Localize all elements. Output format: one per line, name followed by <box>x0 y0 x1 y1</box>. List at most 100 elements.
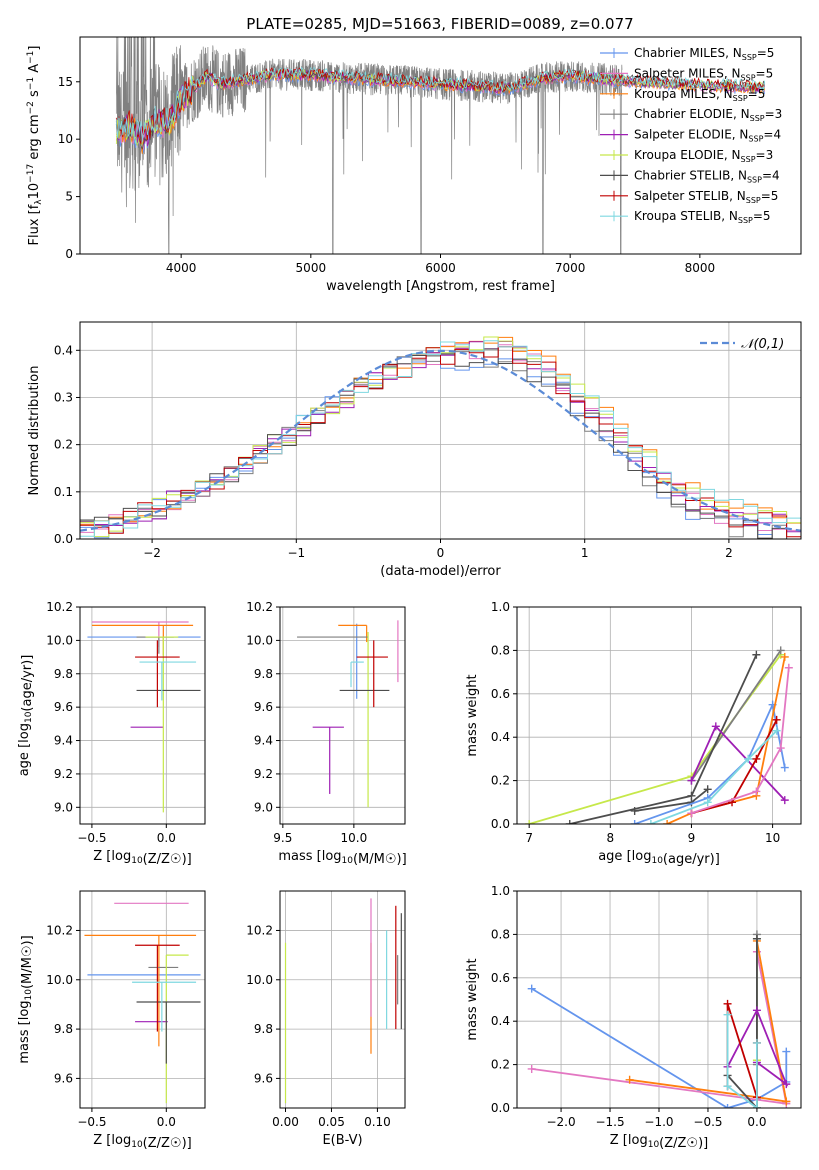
x-tick-label: 0.10 <box>364 1115 391 1129</box>
mass-weight-line <box>691 667 790 814</box>
x-tick-label: 0.00 <box>272 1115 299 1129</box>
mass-weight-line <box>629 940 788 1103</box>
x-tick-label: −2.0 <box>546 1115 575 1129</box>
legend-text: Salpeter MILES, N <box>634 66 741 80</box>
x-tick-label: 9.5 <box>273 831 292 845</box>
data-point-marker <box>527 1064 536 1073</box>
legend-sub: SSP <box>750 114 765 123</box>
x-tick-label: 9 <box>688 831 696 845</box>
mass-weight-line <box>726 1008 789 1087</box>
data-point-marker <box>703 798 712 807</box>
model-spectrum-line <box>115 68 765 150</box>
x-tick-label: −0.5 <box>693 1115 722 1129</box>
y-tick-label: 9.6 <box>254 700 273 714</box>
axes-frame <box>516 606 802 825</box>
label-sub: 10 <box>131 856 143 866</box>
label-part: log <box>111 849 131 864</box>
legend-text: Chabrier ELODIE, N <box>634 107 750 121</box>
y-tick-label: 0.0 <box>491 1101 510 1115</box>
y-tick-label: 5 <box>65 190 73 204</box>
x-tick-label: 0.0 <box>157 1115 176 1129</box>
data-point-marker <box>776 744 785 753</box>
x-tick-label: 1 <box>581 546 589 560</box>
label-part: Z [ <box>93 849 111 864</box>
label-part: erg cm <box>27 114 42 163</box>
label-part: mass [ <box>17 1020 32 1063</box>
y-tick-label: 10.2 <box>46 600 73 614</box>
legend-label: Chabrier MILES, NSSP=5 <box>634 46 774 62</box>
x-tick-label: 0.0 <box>157 831 176 845</box>
label-part: mass [ <box>278 849 321 864</box>
x-tick-label: 4000 <box>166 261 197 275</box>
legend-label: Salpeter MILES, NSSP=5 <box>634 66 773 82</box>
legend-text: Salpeter STELIB, N <box>634 189 746 203</box>
label-part: (age/yr)] <box>663 852 720 867</box>
extinction-mass-panel: 0.00 0.05 0.10 9.6 9.8 10.0 10.2 E(B-V) <box>246 890 406 1148</box>
y-tick-label: 9.4 <box>54 734 73 748</box>
x-tick-label: −0.5 <box>77 1115 106 1129</box>
data-point-marker <box>687 776 696 785</box>
label-part: log <box>111 1133 131 1148</box>
y-tick-label: 0.4 <box>491 730 510 744</box>
x-axis-label: (data-model)/error <box>380 564 501 579</box>
y-axis-label: Flux [fλ10−17 erg cm−2 s−1 A−1] <box>26 46 44 246</box>
mass-weight-line <box>691 719 778 814</box>
data-point-marker <box>752 787 761 796</box>
x-tick-label: 7 <box>525 831 533 845</box>
y-tick-label: 0.4 <box>491 1014 510 1028</box>
plot-area <box>84 902 201 1104</box>
legend-sub: SSP <box>733 94 748 103</box>
y-tick-label: 10 <box>58 132 73 146</box>
data-point-marker <box>630 820 639 824</box>
model-spectrum-line <box>115 66 766 145</box>
y-axis-label: mass weight <box>465 958 480 1040</box>
y-tick-label: 1.0 <box>491 884 510 898</box>
data-point-marker <box>723 1082 732 1091</box>
data-point-marker <box>630 806 639 815</box>
label-part: log <box>17 1000 32 1020</box>
y-tick-label: 10.2 <box>46 923 73 937</box>
data-point-marker <box>780 763 789 772</box>
label-sub: 10 <box>651 856 663 866</box>
y-tick-label: 9.8 <box>254 1022 273 1036</box>
mass-weight-line <box>531 951 788 1105</box>
legend-text: Kroupa STELIB, N <box>634 209 738 223</box>
data-point-marker <box>752 1104 761 1108</box>
label-part: ] <box>27 46 42 51</box>
y-tick-label: 9.0 <box>54 800 73 814</box>
x-tick-label: 2 <box>725 546 733 560</box>
normal-distribution-curve <box>80 349 801 532</box>
y-tick-label: 9.8 <box>54 1022 73 1036</box>
metallicity-age-panel: −0.5 0.09.09.29.49.69.810.010.2Z [log10(Z… <box>17 600 206 867</box>
y-axis-label: age [log10(age/yr)] <box>17 655 35 777</box>
label-part: 10 <box>27 183 42 200</box>
y-tick-label: 10.2 <box>246 923 273 937</box>
plot-area <box>80 336 801 539</box>
data-point-marker <box>711 722 720 731</box>
y-tick-label: 10.0 <box>246 973 273 987</box>
y-tick-label: 9.6 <box>54 700 73 714</box>
histogram-step <box>80 340 801 537</box>
y-tick-label: 10.0 <box>246 633 273 647</box>
x-tick-label: −1.5 <box>595 1115 624 1129</box>
legend-label: Chabrier STELIB, NSSP=4 <box>634 168 780 184</box>
x-tick-label: 0 <box>437 546 445 560</box>
y-tick-label: 0.6 <box>491 971 510 985</box>
data-point-marker <box>703 785 712 794</box>
data-point-marker <box>782 1047 791 1056</box>
legend-label: Salpeter ELODIE, NSSP=4 <box>634 128 781 144</box>
legend-label: Kroupa STELIB, NSSP=5 <box>634 209 771 225</box>
label-part: log <box>628 1133 648 1148</box>
legend-sub: SSP <box>742 53 757 62</box>
data-point-marker <box>525 820 534 824</box>
data-point-marker <box>782 1080 791 1089</box>
data-point-marker <box>772 726 781 735</box>
legend-text: Chabrier STELIB, N <box>634 168 747 182</box>
label-sub: 10 <box>131 1140 143 1150</box>
legend-sub: SSP <box>741 73 756 82</box>
y-tick-label: 9.6 <box>54 1071 73 1085</box>
data-point-marker <box>744 754 753 763</box>
legend-sub: SSP <box>746 196 761 205</box>
